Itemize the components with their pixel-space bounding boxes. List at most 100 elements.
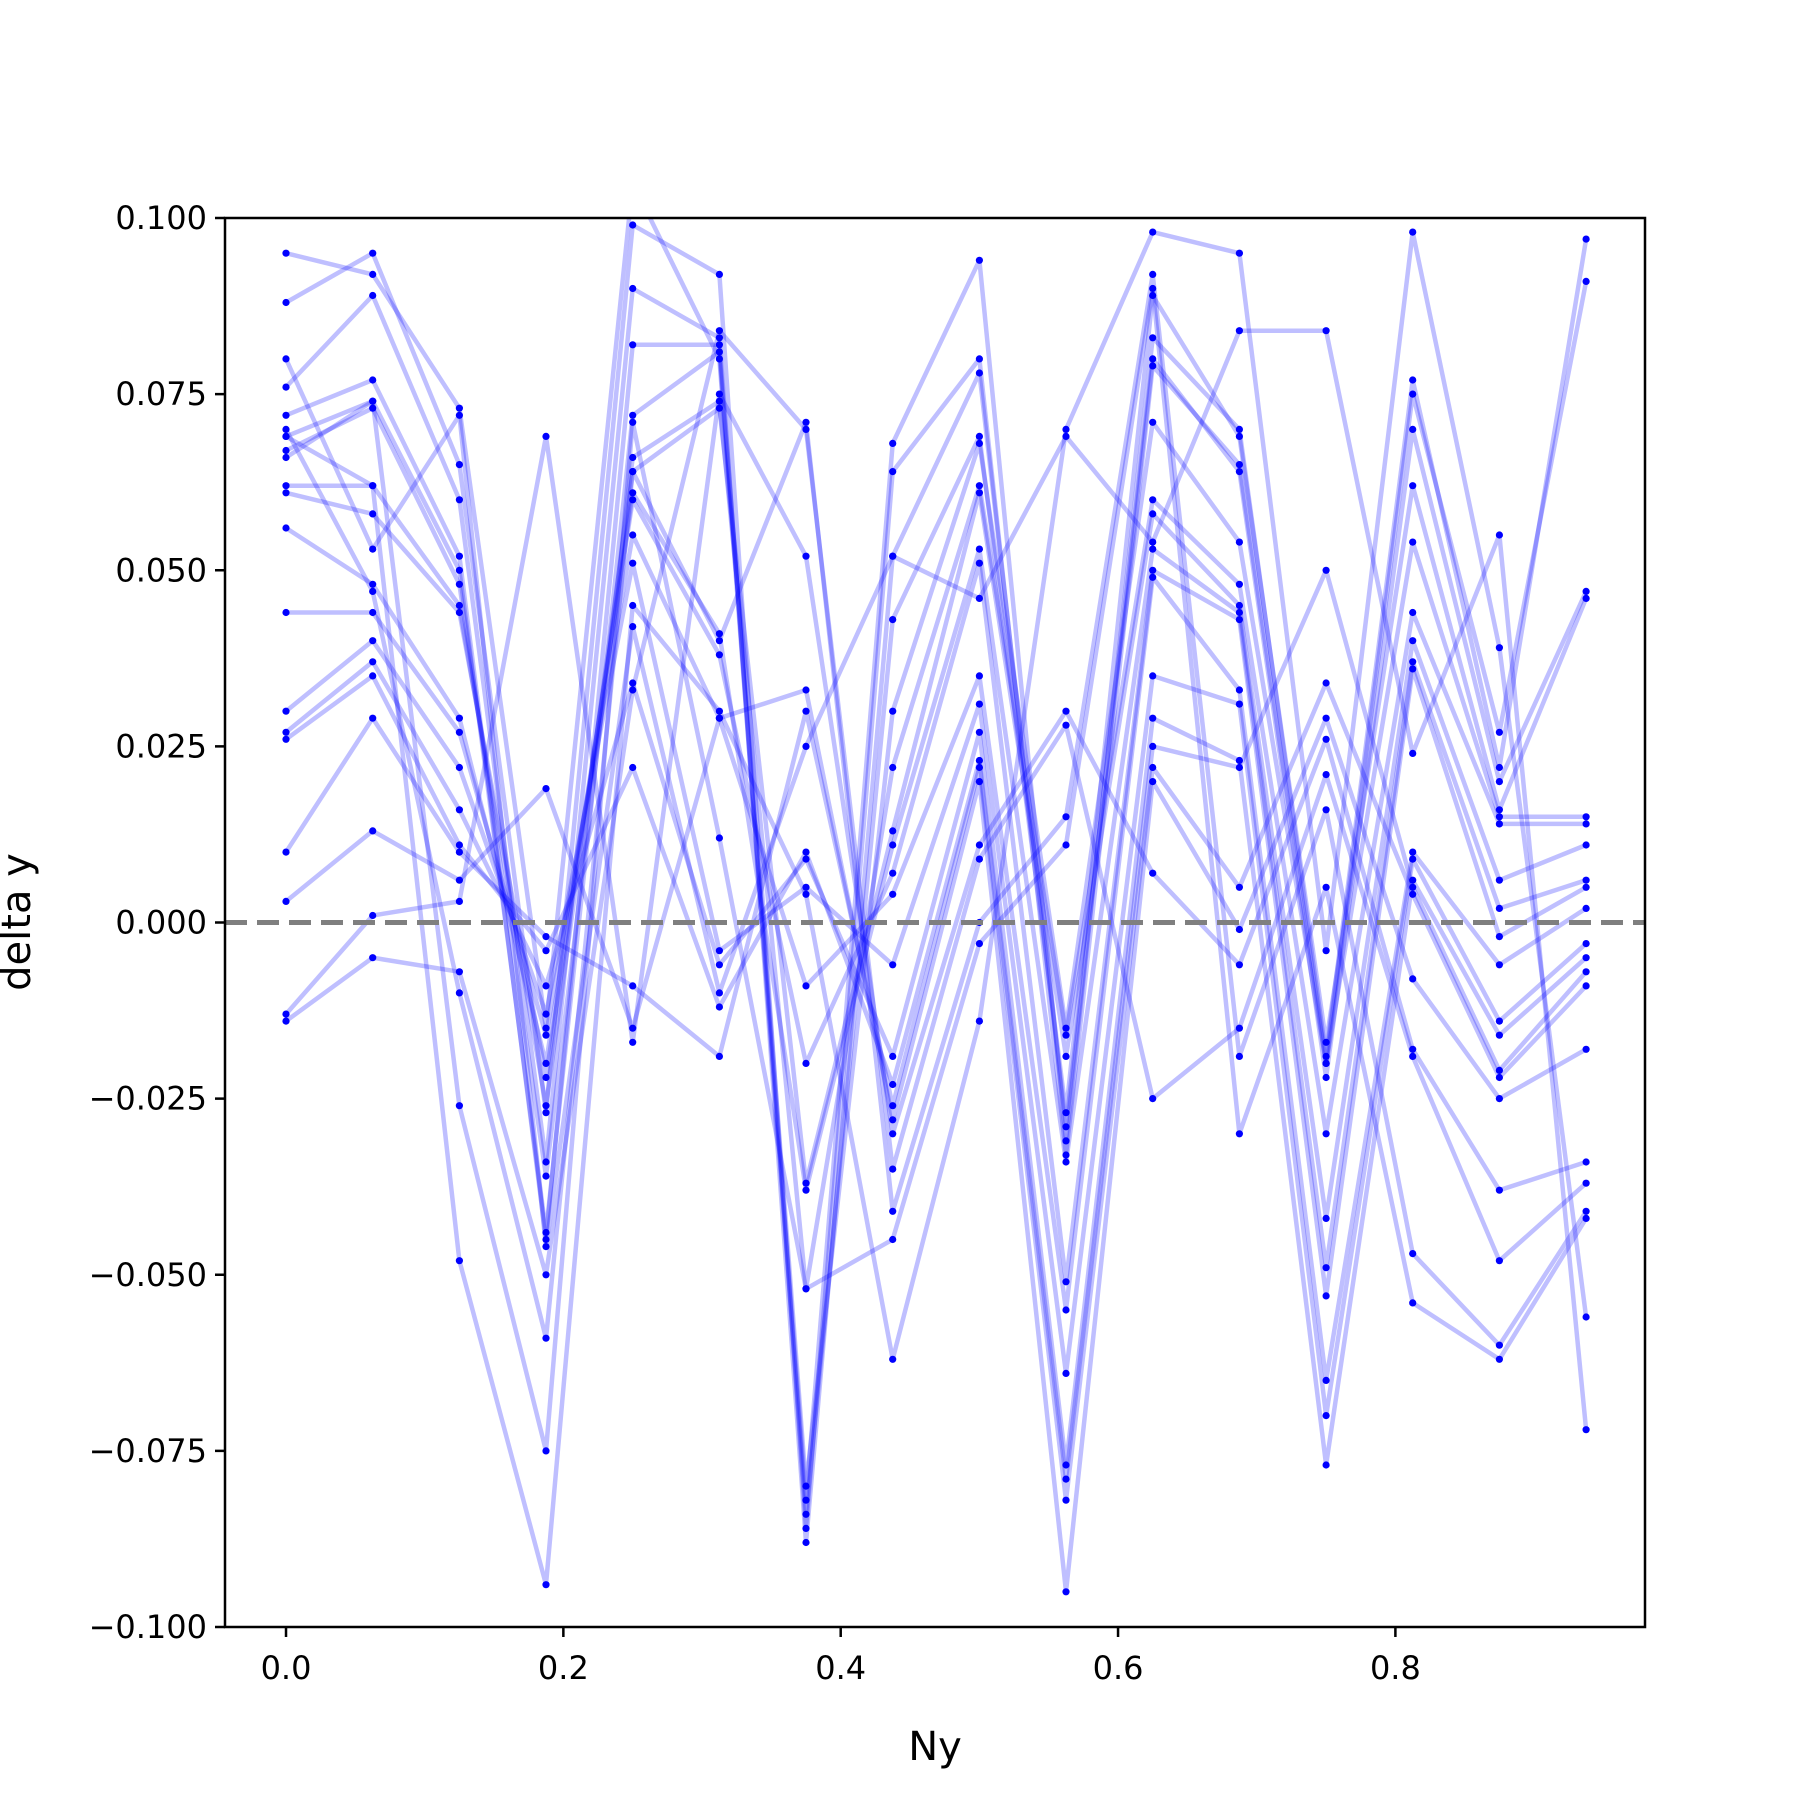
y-tick-label: −0.025 [89,1080,207,1118]
series-line-6 [285,398,1587,1292]
data-point [369,637,377,645]
data-point [1495,1186,1503,1194]
data-point [1062,707,1070,715]
series-line-2 [284,222,1589,1531]
data-point [975,559,984,567]
data-point [1409,975,1417,983]
data-point [1495,644,1503,652]
data-point [369,482,377,490]
data-point [282,707,290,715]
data-point [1495,876,1503,884]
data-point [889,1116,897,1124]
series-line-10 [286,532,1588,1383]
data-point [542,933,550,941]
data-point [542,1059,550,1067]
data-point [455,601,463,610]
data-point [1062,432,1070,440]
data-point [802,742,810,751]
data-point [369,397,377,405]
series-line-14 [284,680,1588,1503]
data-point [889,961,897,969]
data-point [1409,1052,1417,1060]
data-point [1235,925,1243,934]
data-point [282,1017,290,1025]
data-point [1322,1059,1330,1067]
data-point [802,425,810,433]
data-point [282,897,290,906]
data-point [282,1010,290,1018]
data-point [889,707,897,715]
data-point [282,524,290,532]
data-point [715,637,724,645]
data-point [802,1482,810,1490]
data-point [802,982,810,990]
data-point [889,1080,897,1089]
data-point [802,890,810,898]
data-point [1495,1095,1503,1103]
data-point [1235,425,1243,433]
data-point [889,1102,897,1110]
data-point [715,1052,724,1060]
data-point [629,601,637,610]
data-point [715,1003,724,1011]
x-tick-label: 0.4 [815,1649,866,1687]
data-point [1322,806,1330,814]
y-tick-label: 0.025 [115,727,207,765]
data-point [1149,742,1157,751]
data-point [1235,327,1243,335]
data-point [542,1109,550,1117]
data-point [282,453,290,462]
series-line-16 [284,391,1587,1193]
data-point [369,404,377,412]
data-point [629,559,637,567]
data-point [1409,390,1417,398]
data-point [455,714,463,722]
data-point [1495,728,1503,736]
x-axis-ticks: 0.0 0.2 0.4 0.6 0.8 [261,1627,1421,1687]
data-point [715,707,724,715]
data-point [1235,1024,1243,1032]
data-point [1322,1130,1330,1138]
data-point [1409,883,1417,891]
x-tick-label: 0.0 [261,1649,312,1687]
data-point [1582,813,1590,821]
data-point [889,1207,897,1215]
series-line-19 [284,286,1589,1454]
data-point [629,982,637,990]
data-point [1495,1073,1503,1082]
data-point [1582,1207,1590,1215]
data-point [1149,334,1157,342]
series-line-17 [284,328,1588,1278]
data-point [1495,531,1503,539]
data-point [455,968,463,976]
data-point [1062,1461,1070,1469]
data-point [542,1228,550,1237]
data-point [1062,1024,1070,1032]
data-point [975,489,984,497]
data-point [369,714,377,722]
data-point [369,911,377,920]
data-point [629,623,637,631]
data-point [715,989,724,997]
data-point [715,947,724,955]
data-point [1409,876,1417,884]
data-point [1409,658,1417,666]
data-point [542,1581,550,1589]
data-point [455,841,463,849]
data-point [455,763,463,772]
data-point [1582,1158,1590,1166]
data-point [1235,616,1243,624]
data-point [282,411,290,419]
data-point [282,728,290,736]
data-point [629,1038,637,1046]
data-point [542,1073,550,1082]
data-point [802,1179,810,1187]
data-point [1235,1130,1243,1138]
data-point [542,432,550,440]
data-point [975,594,984,603]
data-point [975,439,984,447]
data-point [1582,1313,1590,1321]
data-point [1409,1045,1417,1053]
data-point [1495,1066,1503,1074]
data-point [1235,461,1243,469]
